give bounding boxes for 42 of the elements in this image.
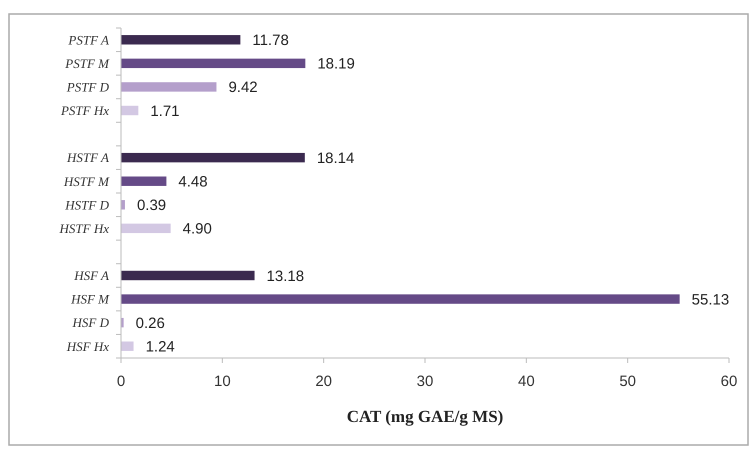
y-tick-label: PSTF Hx (60, 103, 110, 118)
data-label: 1.24 (146, 338, 175, 356)
bar (121, 342, 134, 351)
y-tick-label: PSTF A (67, 32, 110, 48)
bar (121, 35, 240, 44)
y-tick-label: HSF D (72, 315, 110, 330)
x-tick-label: 60 (720, 373, 738, 390)
y-tick-label: HSTF D (64, 197, 110, 212)
bar (121, 58, 306, 68)
data-label: 11.78 (252, 32, 289, 50)
x-tick-label: 20 (315, 373, 332, 390)
data-label: 4.48 (178, 173, 208, 190)
x-tick-label: 50 (619, 373, 636, 390)
y-tick-label: HSF A (73, 268, 110, 284)
y-tick-label: HSF M (70, 292, 110, 307)
y-tick-label: PSTF M (64, 56, 110, 71)
data-label: 0.39 (136, 197, 166, 214)
bar (121, 224, 171, 234)
data-label: 1.71 (150, 102, 180, 120)
x-tick-label: 0 (116, 373, 126, 390)
x-tick-label: 40 (518, 373, 535, 390)
x-tick-label: 30 (416, 373, 434, 390)
x-tick-label: 10 (214, 373, 231, 390)
y-tick-label: HSTF A (66, 150, 110, 166)
bar (121, 294, 680, 304)
bar (121, 106, 138, 116)
data-label: 55.13 (692, 291, 730, 308)
bar (121, 270, 255, 280)
y-tick-label: HSTF M (62, 174, 110, 189)
data-label: 13.18 (266, 268, 304, 285)
bar (121, 152, 305, 162)
data-label: 18.14 (316, 150, 354, 167)
data-label: 0.26 (136, 314, 165, 332)
y-tick-label: PSTF D (66, 79, 110, 94)
y-tick-label: HSTF Hx (58, 220, 110, 236)
data-label: 18.19 (317, 56, 355, 73)
data-label: 9.42 (228, 79, 258, 96)
y-tick-label: HSF Hx (66, 338, 110, 354)
bar (121, 82, 216, 92)
data-label: 4.90 (182, 220, 212, 238)
x-axis-title: CAT (mg GAE/g MS) (346, 407, 504, 426)
bar (121, 176, 166, 186)
